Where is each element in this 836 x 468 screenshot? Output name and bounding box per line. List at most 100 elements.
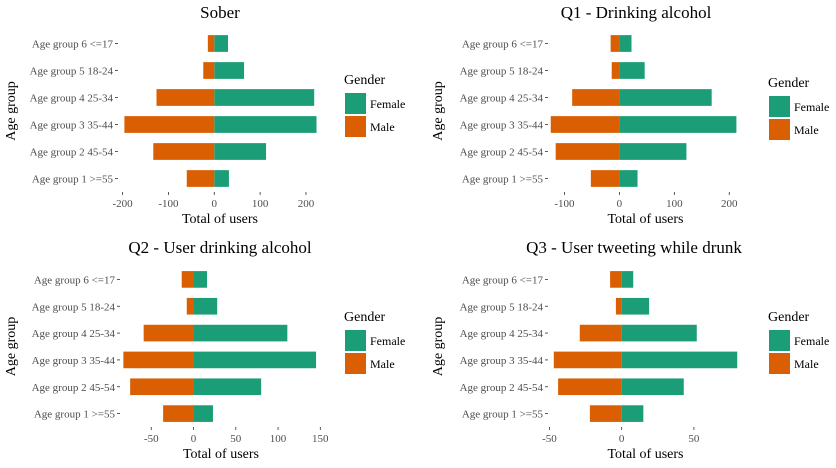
y-axis-title: Age group (4, 317, 19, 377)
x-tick-label: 0 (619, 433, 625, 445)
y-axis-title: Age group (4, 81, 19, 141)
y-tick-label: Age group 5 18-24 (460, 301, 544, 313)
x-tick-label: -200 (112, 198, 133, 210)
bar-female-6 (193, 271, 208, 288)
bar-female-3 (214, 116, 317, 133)
bar-female-6 (621, 271, 634, 288)
bar-male-3 (123, 351, 194, 369)
bar-female-2 (619, 143, 687, 160)
bar-female-3 (621, 351, 738, 369)
bar-male-2 (558, 378, 622, 396)
bar-male-3 (553, 351, 622, 369)
legend-title: Gender (344, 310, 386, 325)
legend-label-female: Female (794, 334, 829, 348)
y-tick-label: Age group 2 45-54 (460, 147, 544, 159)
x-tick-label: 100 (666, 198, 683, 210)
bar-male-5 (203, 62, 215, 79)
bar-female-2 (621, 378, 684, 396)
legend-swatch-male (345, 353, 366, 374)
y-tick-label: Age group 1 >=55 (462, 174, 544, 186)
bar-female-2 (193, 378, 262, 396)
legend-label-male: Male (370, 120, 395, 134)
legend-label-male: Male (794, 123, 819, 137)
x-tick-label: 50 (230, 433, 242, 445)
legend-title: Gender (768, 76, 810, 91)
chart-title: Sober (200, 3, 240, 22)
bar-male-4 (143, 324, 194, 342)
bar-female-1 (619, 170, 638, 187)
y-axis-title: Age group (431, 317, 446, 377)
y-tick-label: Age group 1 >=55 (32, 174, 114, 186)
y-tick-label: Age group 6 <=17 (462, 39, 544, 51)
bar-male-1 (589, 405, 622, 422)
x-tick-label: 100 (270, 433, 287, 445)
bar-male-4 (579, 324, 622, 342)
x-axis-title: Total of users (182, 212, 258, 227)
bar-female-6 (214, 35, 229, 52)
chart-panel-2: Q1 - Drinking alcohol Age group 1 >=55 Age… (431, 3, 829, 227)
bar-female-6 (619, 35, 632, 52)
legend-label-female: Female (370, 97, 405, 111)
x-tick-label: 200 (721, 198, 738, 210)
bar-male-1 (163, 405, 194, 422)
bar-female-1 (193, 405, 213, 422)
legend: Gender Female Male (344, 73, 405, 137)
bar-male-4 (156, 89, 215, 106)
bar-male-2 (153, 143, 215, 160)
bar-male-3 (124, 116, 215, 133)
bar-female-5 (214, 62, 245, 79)
chart-title: Q1 - Drinking alcohol (561, 3, 712, 22)
bar-female-2 (214, 143, 267, 160)
y-tick-label: Age group 3 35-44 (460, 355, 544, 367)
y-tick-label: Age group 5 18-24 (32, 301, 116, 313)
bar-female-5 (619, 62, 645, 79)
chart-panel-3: Q2 - User drinking alcohol Age group 1 >=… (4, 238, 405, 462)
y-tick-label: Age group 3 35-44 (460, 120, 544, 132)
bar-female-5 (621, 297, 650, 315)
bar-male-5 (611, 62, 620, 79)
x-tick-label: -100 (554, 198, 575, 210)
x-tick-label: -100 (158, 198, 179, 210)
bar-male-1 (590, 170, 620, 187)
bar-female-1 (621, 405, 644, 422)
bar-male-6 (610, 271, 622, 288)
x-axis-title: Total of users (183, 447, 259, 462)
bar-male-2 (130, 378, 194, 396)
x-tick-label: -50 (542, 433, 557, 445)
legend-swatch-male (769, 119, 790, 140)
y-axis-title: Age group (431, 81, 446, 141)
legend-title: Gender (344, 73, 386, 88)
x-axis-title: Total of users (607, 212, 683, 227)
y-tick-label: Age group 6 <=17 (32, 39, 114, 51)
legend-swatch-female (345, 330, 366, 351)
legend: Gender Female Male (344, 310, 405, 374)
x-tick-label: -50 (144, 433, 159, 445)
y-tick-label: Age group 1 >=55 (34, 409, 116, 421)
y-tick-label: Age group 4 25-34 (460, 328, 544, 340)
y-tick-label: Age group 6 <=17 (34, 274, 116, 286)
chart-title: Q3 - User tweeting while drunk (526, 238, 742, 257)
legend: Gender Female Male (768, 76, 829, 140)
y-tick-label: Age group 4 25-34 (30, 93, 114, 105)
bar-male-5 (615, 297, 622, 315)
legend-swatch-female (345, 93, 366, 114)
legend: Gender Female Male (768, 310, 829, 374)
chart-panel-1: Sober Age group 1 >=55 Age group 2 45-54 Ag… (4, 3, 405, 227)
legend-label-female: Female (370, 334, 405, 348)
bar-female-5 (193, 297, 218, 315)
x-tick-label: 0 (617, 198, 623, 210)
bar-female-3 (193, 351, 317, 369)
y-tick-label: Age group 5 18-24 (460, 66, 544, 78)
x-axis-title: Total of users (607, 447, 683, 462)
bar-female-1 (214, 170, 229, 187)
bar-male-3 (550, 116, 620, 133)
y-tick-label: Age group 1 >=55 (462, 409, 544, 421)
y-tick-label: Age group 3 35-44 (32, 355, 116, 367)
legend-title: Gender (768, 310, 810, 325)
bar-male-6 (610, 35, 620, 52)
x-tick-label: 0 (212, 198, 218, 210)
y-tick-label: Age group 3 35-44 (30, 120, 114, 132)
bar-female-4 (621, 324, 697, 342)
y-tick-label: Age group 4 25-34 (32, 328, 116, 340)
